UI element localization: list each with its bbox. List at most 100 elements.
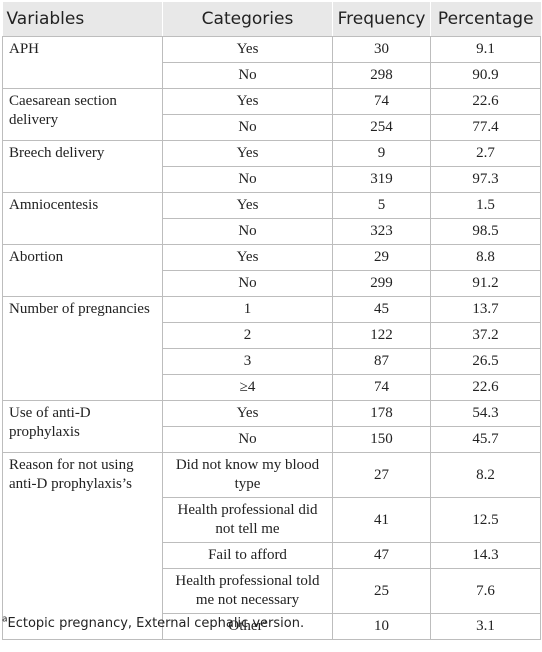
percentage-cell: 54.3 [430,400,541,427]
category-cell: Othera [162,613,333,640]
category-cell: No [162,62,333,89]
percentage-cell: 22.6 [430,374,541,401]
frequency-cell: 25 [332,568,431,614]
frequency-cell: 74 [332,374,431,401]
category-cell: Yes [162,244,333,271]
variable-cell: Number of pregnancies [2,296,163,401]
table-row: Othera 10 3.1 [3,613,541,640]
footnote-text: Ectopic pregnancy, External cephalic ver… [7,616,305,631]
table-row: APH Yes 30 9.1 [2,36,541,89]
category-cell: Health professional did not tell me [162,497,333,543]
frequency-cell: 254 [332,114,431,141]
table-row: Amniocentesis Yes 5 1.5 [2,192,541,245]
table-row: 2 122 37.2 [3,322,541,349]
percentage-cell: 2.7 [430,140,541,167]
frequency-cell: 27 [332,452,431,498]
percentage-cell: 22.6 [430,88,541,115]
category-cell: 1 [162,296,333,323]
percentage-cell: 9.1 [430,36,541,63]
table-row: No 299 91.2 [3,270,541,297]
variable-cell: APH [2,36,163,89]
frequency-cell: 30 [332,36,431,63]
header-percentage: Percentage [430,2,541,37]
category-cell: Health professional told me not necessar… [162,568,333,614]
frequency-cell: 87 [332,348,431,375]
table-row: Number of pregnancies 1 45 13.7 [2,296,541,401]
footnote-marker: a [262,616,267,626]
category-cell: No [162,166,333,193]
percentage-cell: 97.3 [430,166,541,193]
header-variables: Variables [2,2,163,37]
frequency-cell: 319 [332,166,431,193]
table-container: Variables Categories Frequency Percentag… [2,2,541,640]
table-row: Health professional told me not necessar… [3,568,541,614]
table-footnote: aEctopic pregnancy, External cephalic ve… [2,614,305,631]
percentage-cell: 91.2 [430,270,541,297]
category-cell: Fail to afford [162,542,333,569]
frequency-cell: 122 [332,322,431,349]
variable-cell: Amniocentesis [2,192,163,245]
frequency-cell: 299 [332,270,431,297]
percentage-cell: 7.6 [430,568,541,614]
frequency-cell: 5 [332,192,431,219]
category-cell: No [162,218,333,245]
table-row: No 319 97.3 [3,166,541,193]
percentage-cell: 98.5 [430,218,541,245]
table-row: Caesarean section delivery Yes 74 22.6 [2,88,541,141]
table-row: 3 87 26.5 [3,348,541,375]
table-row: Health professional did not tell me 41 1… [3,497,541,543]
percentage-cell: 14.3 [430,542,541,569]
frequency-cell: 45 [332,296,431,323]
table-row: ≥4 74 22.6 [3,374,541,401]
frequency-cell: 9 [332,140,431,167]
percentage-cell: 3.1 [430,613,541,640]
header-frequency: Frequency [332,2,431,37]
variable-cell: Caesarean section delivery [2,88,163,141]
percentage-cell: 8.2 [430,452,541,498]
table-row: Breech delivery Yes 9 2.7 [2,140,541,193]
variable-cell: Use of anti-D prophylaxis [2,400,163,453]
percentage-cell: 13.7 [430,296,541,323]
frequency-cell: 74 [332,88,431,115]
percentage-cell: 8.8 [430,244,541,271]
category-cell: No [162,426,333,453]
frequency-cell: 323 [332,218,431,245]
table-row: Fail to afford 47 14.3 [3,542,541,569]
table-row: Abortion Yes 29 8.8 [2,244,541,297]
table-row: Reason for not using anti-D prophylaxis’… [2,452,541,640]
category-cell: Yes [162,140,333,167]
table-row: No 323 98.5 [3,218,541,245]
category-cell: Yes [162,88,333,115]
footnote-marker: a [2,614,8,625]
percentage-cell: 77.4 [430,114,541,141]
frequency-cell: 29 [332,244,431,271]
category-cell: 3 [162,348,333,375]
percentage-cell: 12.5 [430,497,541,543]
category-cell: Yes [162,400,333,427]
frequency-cell: 178 [332,400,431,427]
percentage-cell: 26.5 [430,348,541,375]
table-row: No 298 90.9 [3,62,541,89]
variable-cell: Abortion [2,244,163,297]
frequency-cell: 150 [332,426,431,453]
category-cell: 2 [162,322,333,349]
variable-cell: Breech delivery [2,140,163,193]
data-table: Variables Categories Frequency Percentag… [2,2,541,640]
category-cell: Did not know my blood type [162,452,333,498]
percentage-cell: 1.5 [430,192,541,219]
category-text: Other [228,618,263,634]
variable-cell: Reason for not using anti-D prophylaxis’… [2,452,163,640]
frequency-cell: 41 [332,497,431,543]
percentage-cell: 45.7 [430,426,541,453]
frequency-cell: 47 [332,542,431,569]
percentage-cell: 90.9 [430,62,541,89]
category-cell: Yes [162,36,333,63]
category-cell: Yes [162,192,333,219]
table-row: No 254 77.4 [3,114,541,141]
category-cell: No [162,270,333,297]
frequency-cell: 10 [332,613,431,640]
percentage-cell: 37.2 [430,322,541,349]
frequency-cell: 298 [332,62,431,89]
category-cell: No [162,114,333,141]
table-row: Use of anti-D prophylaxis Yes 178 54.3 [2,400,541,453]
